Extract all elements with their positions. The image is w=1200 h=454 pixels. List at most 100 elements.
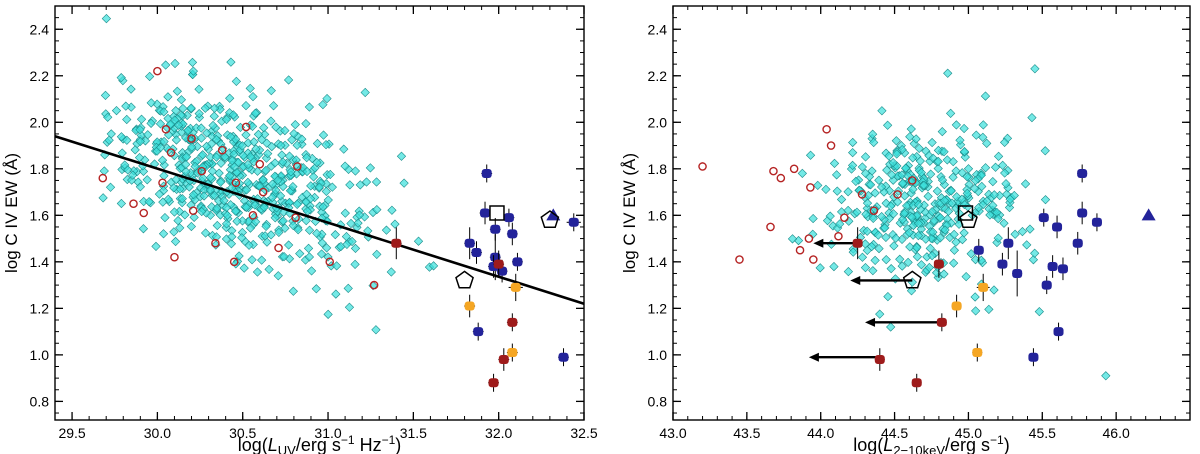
- cyan-diamond-point: [247, 255, 257, 265]
- cyan-diamond-point: [848, 247, 858, 257]
- dark-red-point: [488, 373, 499, 392]
- cyan-diamond-point: [245, 83, 255, 93]
- cyan-diamond-point: [884, 186, 895, 196]
- cyan-diamond-point: [155, 142, 166, 153]
- cyan-diamond-point: [261, 165, 271, 176]
- y-tick-label: 2.0: [648, 114, 668, 130]
- y-tick-label: 2.2: [30, 68, 50, 84]
- red-ring-point: [369, 280, 379, 290]
- pentagon-marker: [540, 210, 560, 229]
- dark-red-point: [498, 348, 510, 371]
- red-ring-point: [769, 166, 778, 176]
- cyan-diamond-point: [239, 263, 249, 273]
- cyan-diamond-point: [868, 213, 878, 223]
- cyan-diamond-point: [184, 182, 194, 192]
- cyan-diamond-point: [226, 239, 237, 249]
- y-tick-label: 0.8: [30, 393, 50, 409]
- cyan-diamond-point: [304, 102, 315, 112]
- cyan-diamond-point: [993, 151, 1004, 161]
- red-ring-point: [857, 190, 867, 199]
- cyan-diamond-point: [1030, 248, 1040, 258]
- cyan-diamond-point: [354, 210, 365, 220]
- upper-limit-arrowhead: [808, 352, 819, 362]
- dark-red-point: [390, 227, 402, 260]
- cyan-diamond-point: [321, 140, 331, 150]
- cyan-diamond-point: [123, 165, 133, 175]
- cyan-diamond-point: [848, 137, 858, 148]
- red-ring-point: [776, 173, 786, 183]
- cyan-diamond-point: [288, 286, 298, 296]
- cyan-diamond-point: [861, 209, 871, 219]
- cyan-diamond-point: [970, 176, 981, 186]
- cyan-diamond-point: [200, 228, 211, 238]
- cyan-diamond-point: [933, 145, 944, 156]
- orange-point: [464, 294, 476, 318]
- y-tick-label: 1.6: [648, 207, 668, 223]
- cyan-diamond-point: [280, 223, 290, 233]
- cyan-diamond-point: [888, 209, 899, 219]
- cyan-diamond-point: [145, 71, 155, 82]
- red-ring-point: [840, 213, 849, 222]
- red-ring-point: [789, 164, 799, 174]
- red-ring-point: [325, 257, 335, 267]
- cyan-diamond-point: [266, 116, 276, 126]
- cyan-diamond-point: [353, 218, 363, 228]
- upper-limit-arrowhead: [813, 238, 824, 248]
- cyan-diamond-point: [126, 84, 136, 94]
- cyan-diamond-point: [208, 120, 218, 131]
- cyan-diamond-point: [216, 158, 226, 168]
- navy-point: [479, 201, 491, 225]
- cyan-diamond-point: [283, 75, 294, 85]
- cyan-diamond-point: [188, 66, 199, 76]
- cyan-diamond-point: [154, 189, 165, 199]
- cyan-diamond-point: [1010, 229, 1020, 239]
- cyan-diamond-point: [318, 99, 328, 110]
- cyan-diamond-point: [914, 143, 924, 153]
- cyan-diamond-point: [273, 271, 283, 281]
- red-ring-point: [166, 148, 176, 157]
- cyan-diamond-point: [340, 208, 350, 218]
- cyan-diamond-point: [829, 261, 839, 272]
- cyan-diamond-point: [884, 151, 894, 161]
- cyan-diamond-point: [327, 182, 337, 192]
- cyan-diamond-point: [312, 138, 323, 149]
- cyan-diamond-point: [925, 243, 935, 253]
- cyan-diamond-point: [912, 252, 923, 262]
- cyan-diamond-point: [116, 132, 127, 142]
- cyan-diamond-point: [898, 214, 908, 225]
- navy-point: [997, 252, 1008, 276]
- navy-point: [1072, 231, 1083, 255]
- cyan-diamond-point: [951, 166, 961, 176]
- cyan-diamond-point: [116, 198, 127, 209]
- cyan-diamond-point: [946, 108, 956, 118]
- cyan-diamond-point: [271, 122, 281, 132]
- cyan-diamond-point: [257, 135, 267, 145]
- cyan-diamond-point: [848, 147, 858, 158]
- cyan-diamond-point: [907, 212, 917, 222]
- cyan-diamond-point: [350, 243, 361, 253]
- cyan-diamond-point: [808, 213, 818, 224]
- red-ring-point: [274, 243, 283, 253]
- red-ring-point: [231, 178, 241, 188]
- cyan-diamond-point: [873, 230, 883, 240]
- cyan-diamond-point: [135, 125, 145, 135]
- cyan-diamond-point: [245, 152, 256, 162]
- cyan-diamond-point: [870, 188, 880, 198]
- cyan-diamond-point: [1020, 179, 1031, 189]
- cyan-diamond-point: [895, 254, 905, 264]
- cyan-diamond-point: [428, 261, 439, 271]
- cyan-diamond-point: [912, 210, 922, 221]
- cyan-diamond-point: [302, 153, 312, 163]
- cyan-diamond-point: [843, 205, 853, 216]
- cyan-diamond-point: [831, 170, 842, 180]
- cyan-diamond-point: [860, 168, 871, 179]
- cyan-diamond-point: [805, 150, 816, 160]
- cyan-diamond-point: [250, 217, 261, 227]
- cyan-diamond-point: [205, 152, 216, 162]
- cyan-diamond-point: [988, 176, 998, 187]
- cyan-diamond-point: [304, 225, 315, 235]
- cyan-diamond-point: [221, 202, 232, 213]
- y-tick-label: 1.0: [648, 347, 668, 363]
- cyan-diamond-point: [169, 207, 180, 217]
- cyan-diamond-point: [292, 140, 302, 150]
